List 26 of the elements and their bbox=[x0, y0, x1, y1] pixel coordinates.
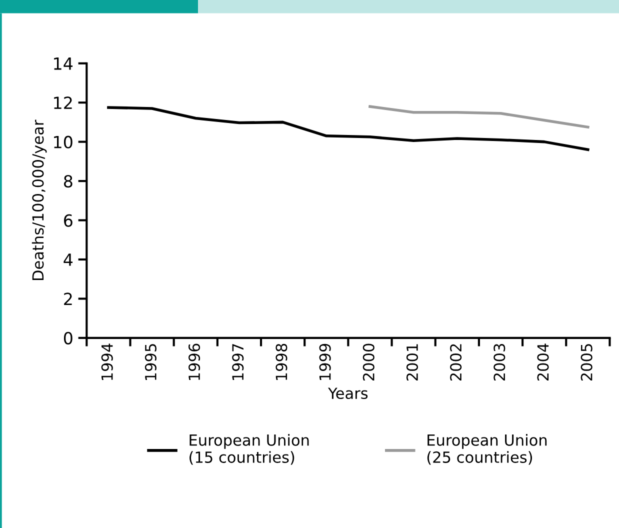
line-series bbox=[368, 105, 590, 128]
y-tick-label: 14 bbox=[54, 58, 73, 70]
x-tick-label: 1995 bbox=[144, 344, 156, 380]
y-tick-label: 8 bbox=[64, 174, 72, 188]
x-tick-label: 1998 bbox=[276, 344, 288, 380]
x-tick-label: 1996 bbox=[188, 344, 200, 380]
x-tick-label: 1994 bbox=[101, 344, 113, 380]
y-tick-label: 12 bbox=[54, 96, 72, 109]
y-axis-title: Deaths/100,000/year bbox=[32, 120, 47, 280]
y-tick-label: 10 bbox=[54, 136, 72, 148]
x-tick-label: 2002 bbox=[450, 344, 462, 381]
x-tick-label: 2003 bbox=[494, 344, 506, 381]
x-axis-title: Years bbox=[328, 388, 368, 400]
x-tick-label: 2001 bbox=[406, 344, 418, 381]
x-tick-label: 2004 bbox=[537, 344, 549, 381]
y-tick-label: 6 bbox=[64, 214, 72, 227]
line-series bbox=[107, 106, 590, 152]
x-tick-label: 1997 bbox=[232, 344, 244, 380]
legend-label: European Union (15 countries) bbox=[190, 434, 309, 465]
y-tick-label: 0 bbox=[64, 332, 72, 344]
x-tick-label: 1999 bbox=[319, 344, 331, 380]
y-tick-label: 2 bbox=[64, 292, 72, 306]
y-tick-label: 4 bbox=[64, 254, 73, 266]
x-tick-label: 2000 bbox=[362, 344, 374, 381]
x-tick-label: 2005 bbox=[580, 344, 592, 381]
legend-label: European Union (25 countries) bbox=[427, 434, 547, 465]
